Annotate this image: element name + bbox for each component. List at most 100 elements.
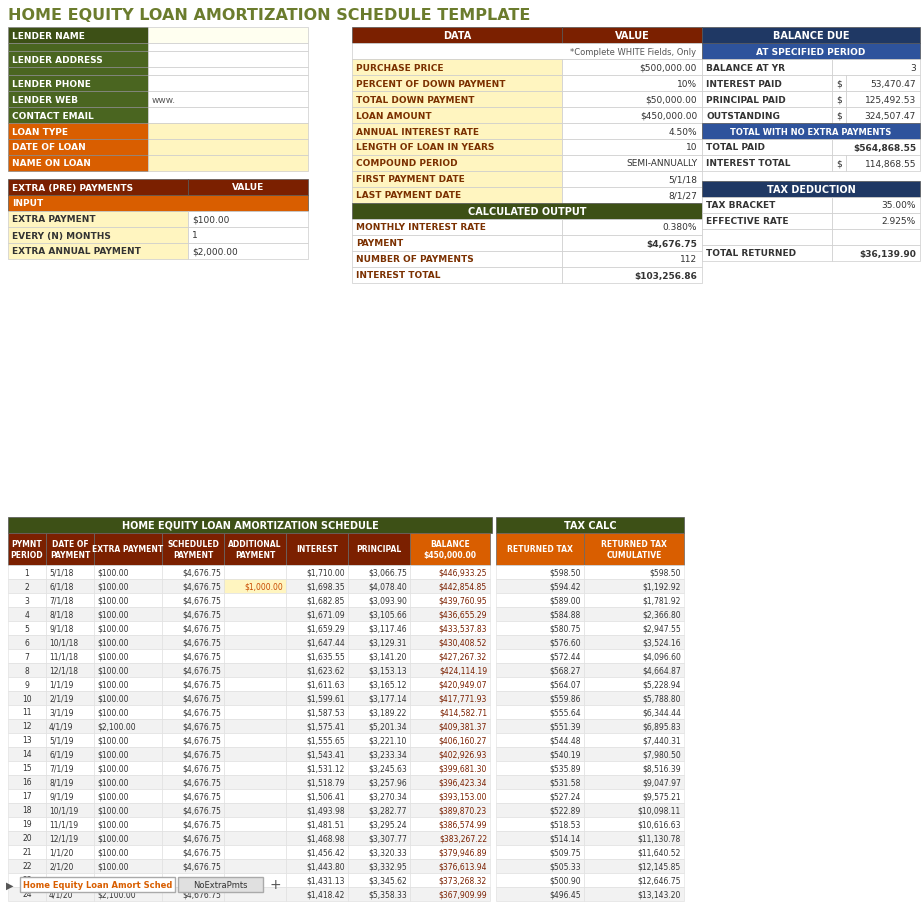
Text: 5: 5 <box>25 624 29 633</box>
Text: $3,524.16: $3,524.16 <box>642 638 681 647</box>
Bar <box>94 733 162 747</box>
Text: $3,093.90: $3,093.90 <box>368 596 407 605</box>
Bar <box>562 235 702 252</box>
Text: 24: 24 <box>22 889 32 898</box>
Text: $1,431.13: $1,431.13 <box>307 876 345 885</box>
Text: LENDER ADDRESS: LENDER ADDRESS <box>12 55 103 64</box>
Bar <box>352 235 562 252</box>
Text: $3,153.13: $3,153.13 <box>368 666 407 675</box>
Bar <box>8 227 188 244</box>
Text: 324,507.47: 324,507.47 <box>865 111 916 120</box>
Bar <box>348 845 410 859</box>
Text: 4.50%: 4.50% <box>669 127 697 136</box>
Text: EXTRA (PRE) PAYMENTS: EXTRA (PRE) PAYMENTS <box>12 183 134 192</box>
Text: $: $ <box>836 160 842 169</box>
Bar <box>94 873 162 887</box>
Text: 5/1/18: 5/1/18 <box>49 568 74 577</box>
Bar <box>496 621 584 635</box>
Bar <box>286 677 348 691</box>
Bar <box>162 859 224 873</box>
Text: 10%: 10% <box>677 79 697 88</box>
Text: $373,268.32: $373,268.32 <box>438 876 487 885</box>
Text: $1,611.63: $1,611.63 <box>307 680 345 689</box>
Text: HOME EQUITY LOAN AMORTIZATION SCHEDULE: HOME EQUITY LOAN AMORTIZATION SCHEDULE <box>122 520 379 530</box>
Text: 4: 4 <box>25 610 29 619</box>
Bar <box>496 691 584 705</box>
Bar <box>410 594 490 607</box>
Text: $50,000.00: $50,000.00 <box>646 96 697 105</box>
Text: $100.00: $100.00 <box>97 708 129 717</box>
Bar <box>352 124 562 140</box>
Bar <box>46 817 94 831</box>
Bar <box>188 244 308 260</box>
Text: LENDER WEB: LENDER WEB <box>12 96 78 105</box>
Bar <box>702 245 832 262</box>
Bar <box>702 198 832 214</box>
Bar <box>348 887 410 901</box>
Bar <box>584 663 684 677</box>
Bar <box>8 124 148 140</box>
Text: $584.88: $584.88 <box>550 610 581 619</box>
Text: $12,145.85: $12,145.85 <box>637 861 681 870</box>
Text: $4,676.75: $4,676.75 <box>182 666 221 675</box>
Bar <box>562 60 702 76</box>
Bar <box>162 663 224 677</box>
Text: 112: 112 <box>680 255 697 264</box>
Bar <box>832 156 846 171</box>
Bar <box>702 92 832 108</box>
Text: 2/1/19: 2/1/19 <box>49 694 74 703</box>
Bar <box>286 831 348 845</box>
Bar <box>94 594 162 607</box>
Text: 13: 13 <box>22 736 32 745</box>
Bar <box>352 108 562 124</box>
Text: $430,408.52: $430,408.52 <box>438 638 487 647</box>
Text: $3,117.46: $3,117.46 <box>368 624 407 633</box>
Text: $3,320.33: $3,320.33 <box>368 848 407 857</box>
Text: $1,682.85: $1,682.85 <box>307 596 345 605</box>
Bar <box>8 533 46 566</box>
Bar <box>410 873 490 887</box>
Bar <box>286 607 348 621</box>
Bar <box>702 230 832 245</box>
Bar <box>162 845 224 859</box>
Bar <box>286 635 348 649</box>
Bar <box>584 887 684 901</box>
Bar <box>94 705 162 719</box>
Text: $: $ <box>836 111 842 120</box>
Text: 12/1/19: 12/1/19 <box>49 833 78 842</box>
Bar <box>286 649 348 663</box>
Bar <box>46 789 94 803</box>
Bar <box>584 803 684 817</box>
Bar <box>410 607 490 621</box>
Text: $386,574.99: $386,574.99 <box>438 820 487 829</box>
Text: EXTRA PAYMENT: EXTRA PAYMENT <box>12 216 96 225</box>
Bar <box>8 887 46 901</box>
Text: AT SPECIFIED PERIOD: AT SPECIFIED PERIOD <box>756 48 866 57</box>
Text: $3,221.10: $3,221.10 <box>368 736 407 745</box>
Text: $11,130.78: $11,130.78 <box>637 833 681 842</box>
Bar <box>286 733 348 747</box>
Bar <box>8 873 46 887</box>
Text: $409,381.37: $409,381.37 <box>438 722 487 731</box>
Text: $379,946.89: $379,946.89 <box>438 848 487 857</box>
Bar <box>832 214 920 230</box>
Bar <box>410 691 490 705</box>
Bar <box>410 663 490 677</box>
Text: $376,613.94: $376,613.94 <box>438 861 487 870</box>
Text: $6,895.83: $6,895.83 <box>642 722 681 731</box>
Bar <box>148 140 308 156</box>
Bar <box>20 877 175 892</box>
Bar <box>348 594 410 607</box>
Bar <box>162 705 224 719</box>
Bar <box>286 887 348 901</box>
Text: $: $ <box>836 79 842 88</box>
Text: $3,129.31: $3,129.31 <box>368 638 407 647</box>
Bar <box>8 28 148 44</box>
Bar <box>832 198 920 214</box>
Bar <box>286 566 348 579</box>
Bar <box>94 607 162 621</box>
Text: TOTAL DOWN PAYMENT: TOTAL DOWN PAYMENT <box>356 96 474 105</box>
Bar <box>584 747 684 761</box>
Text: 12/1/18: 12/1/18 <box>49 666 78 675</box>
Text: $4,676.75: $4,676.75 <box>182 876 221 885</box>
